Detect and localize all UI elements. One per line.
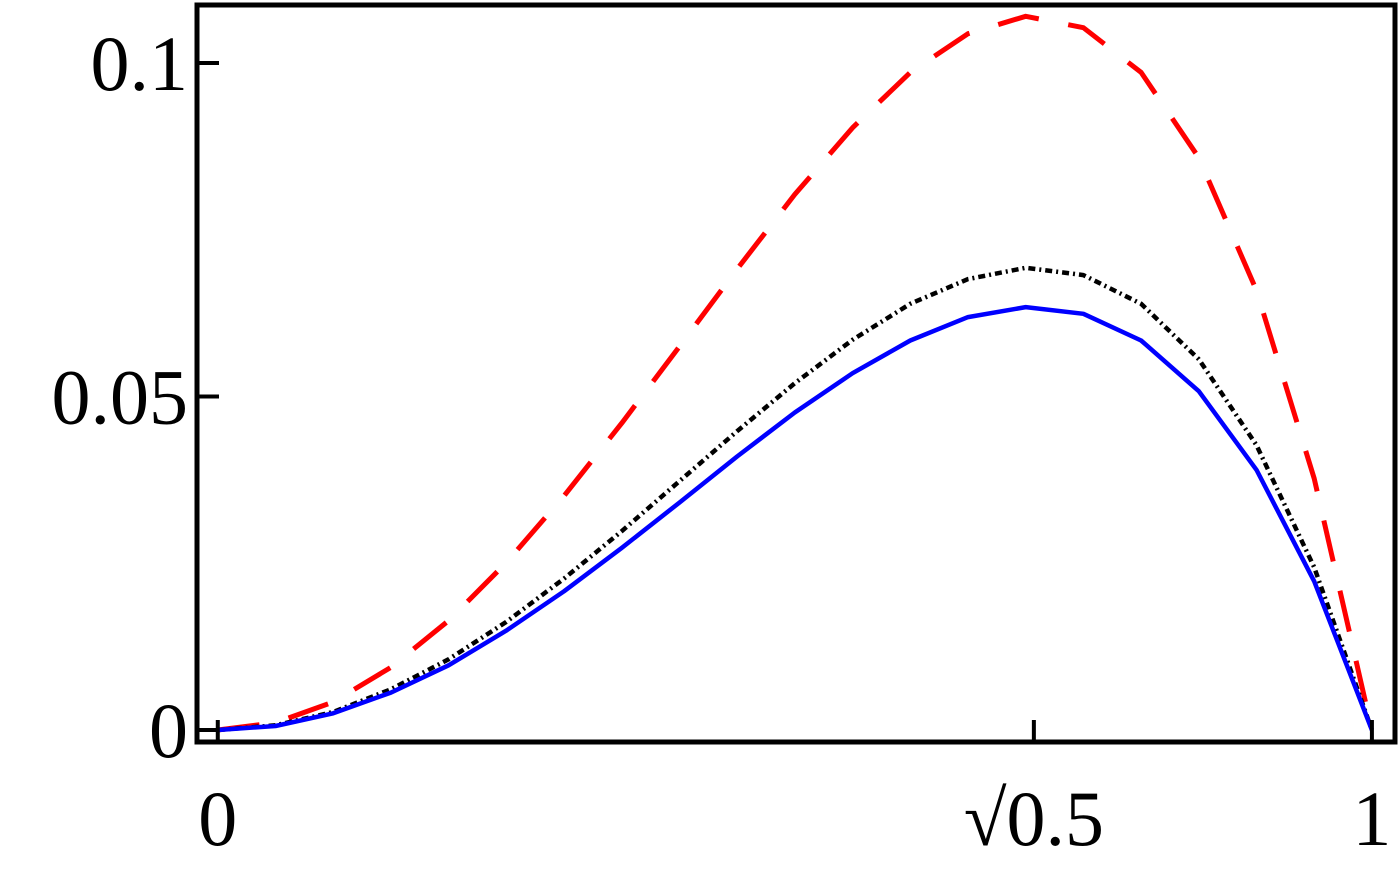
y-tick-label: 0.05 [52,354,189,441]
x-tick-label: 1 [1352,775,1391,862]
line-series [217,304,1374,733]
x-tick-label: √0.5 [964,775,1104,862]
y-tick-label: 0.1 [91,20,189,107]
x-tick-label: 0 [198,775,237,862]
line-series [217,13,1375,733]
line-series [217,265,1375,733]
plot-frame [194,2,1398,745]
y-tick-label: 0 [149,687,188,774]
